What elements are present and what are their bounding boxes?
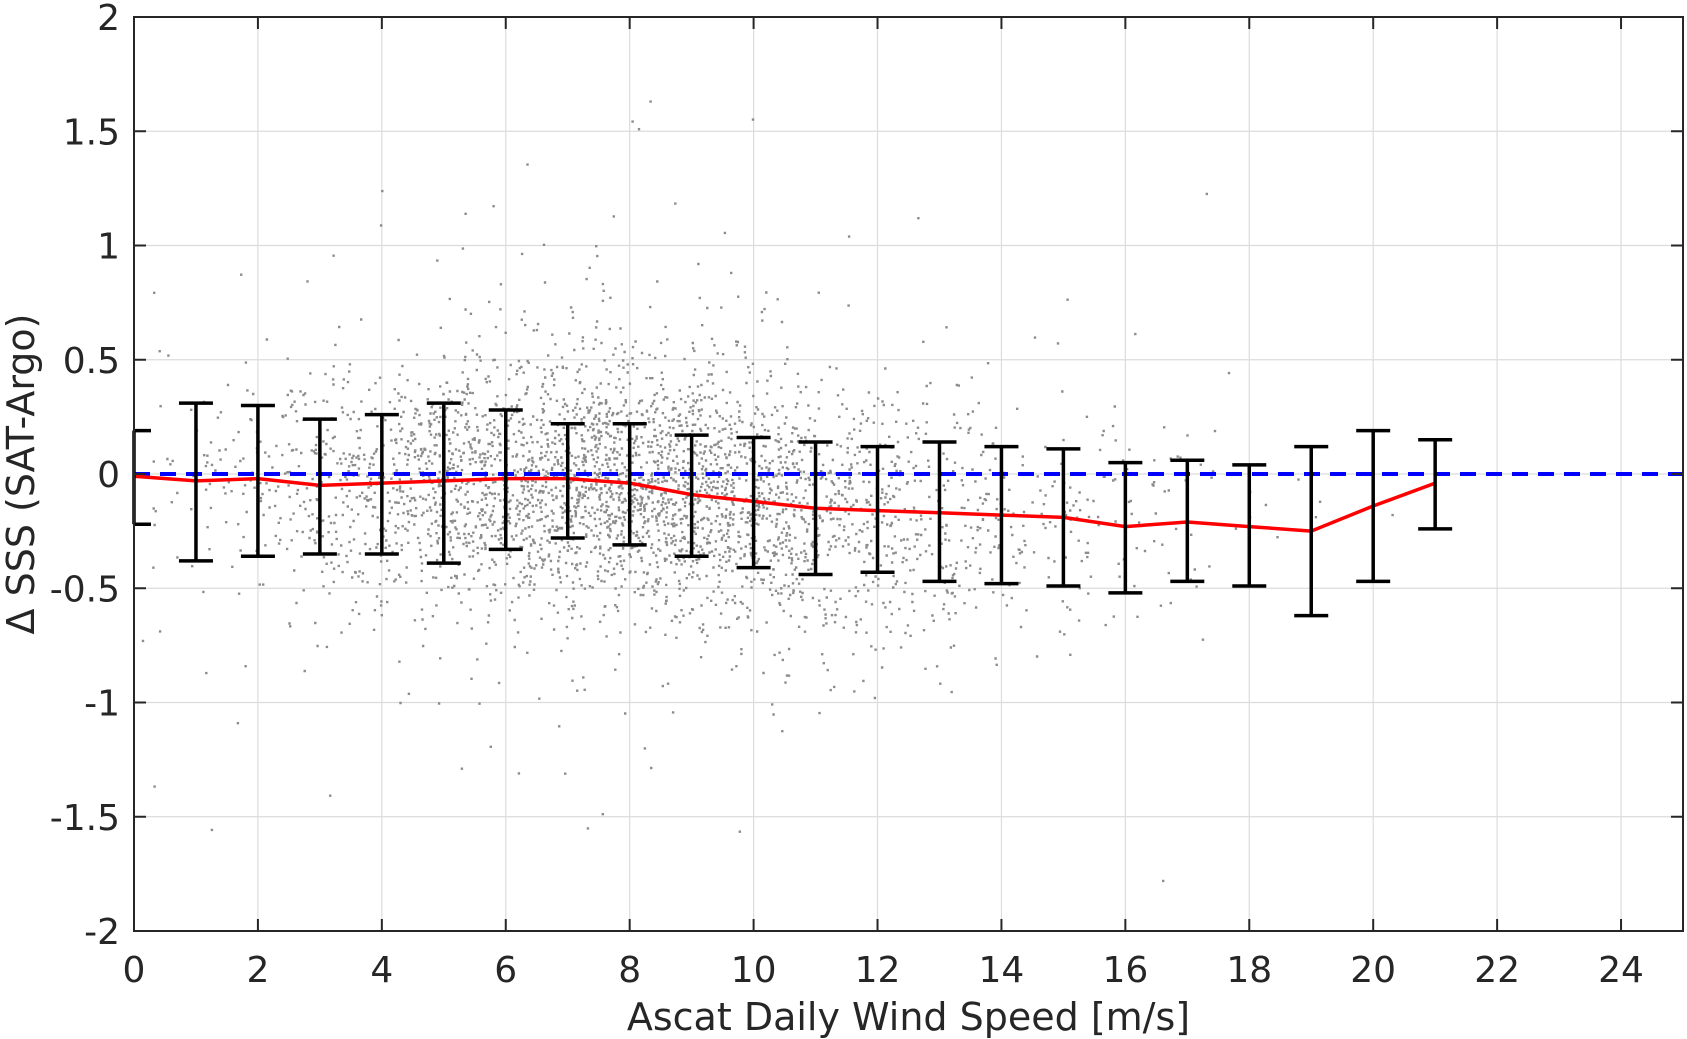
errorbar	[1294, 444, 1329, 618]
errorbar	[302, 417, 337, 556]
x-tick-label: 6	[494, 950, 517, 991]
x-tick-label: 10	[731, 950, 777, 991]
x-tick-label: 12	[855, 950, 901, 991]
x-tick-label: 24	[1598, 950, 1644, 991]
y-tick-label: -2	[84, 912, 120, 953]
y-tick-label: -1	[84, 684, 120, 725]
y-tick-labels: -2 -1.5 -1 -0.5 0 0.5 1 1.5 2	[50, 0, 120, 953]
errorbar	[1356, 428, 1391, 584]
y-tick-label: -0.5	[50, 569, 120, 610]
errorbar	[488, 408, 523, 552]
x-axis-label: Ascat Daily Wind Speed [m/s]	[627, 995, 1190, 1039]
y-axis-label: Δ SSS (SAT-Argo)	[0, 314, 43, 635]
errorbar	[364, 412, 399, 556]
errorbar	[550, 421, 585, 540]
x-tick-label: 22	[1474, 950, 1520, 991]
errorbar	[984, 444, 1019, 586]
errorbar	[860, 444, 895, 575]
y-tick-label: 0	[97, 455, 120, 496]
x-tick-label: 20	[1350, 950, 1396, 991]
y-tick-label: 1	[97, 227, 120, 268]
x-tick-label: 8	[618, 950, 641, 991]
errorbar	[798, 440, 833, 577]
x-tick-label: 0	[123, 950, 146, 991]
errorbar	[240, 403, 275, 559]
errorbar	[1108, 460, 1143, 595]
x-tick-label: 4	[370, 950, 393, 991]
y-tick-label: 1.5	[63, 112, 120, 153]
errorbar	[426, 401, 461, 565]
errorbars	[132, 401, 1453, 618]
errorbar	[674, 433, 709, 559]
y-tick-label: 0.5	[63, 341, 120, 382]
errorbar	[612, 421, 647, 547]
errorbar	[1170, 458, 1205, 584]
errorbar	[1418, 437, 1453, 531]
x-tick-labels: 0 2 4 6 8 10 12 14 16 18 20 22 24	[123, 950, 1644, 991]
x-tick-label: 14	[979, 950, 1025, 991]
x-tick-label: 2	[246, 950, 269, 991]
axes-frame	[133, 16, 1684, 932]
errorbar	[922, 440, 957, 584]
mean-line	[133, 474, 1436, 533]
x-tick-label: 18	[1226, 950, 1272, 991]
errorbar	[178, 401, 213, 563]
errorbar	[1232, 463, 1267, 588]
errorbar	[736, 435, 771, 570]
errorbar	[1046, 447, 1081, 588]
y-tick-label: 2	[97, 0, 120, 39]
y-tick-label: -1.5	[50, 798, 120, 839]
mean-polyline	[133, 474, 1436, 533]
x-tick-label: 16	[1102, 950, 1148, 991]
